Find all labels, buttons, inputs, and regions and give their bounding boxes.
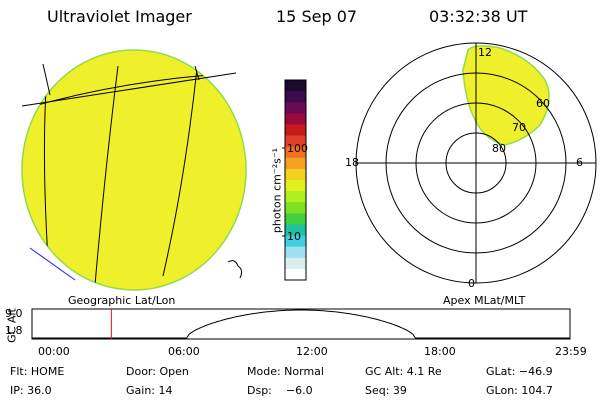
mlt-label-12: 12 [478, 46, 492, 59]
colorbar-frame [284, 79, 307, 281]
lat-label-60: 60 [536, 97, 550, 110]
colorbar-swatch [285, 157, 306, 170]
coastline-outline [227, 260, 243, 279]
xtick-1200: 12:00 [296, 345, 328, 358]
altitude-plot [31, 308, 571, 340]
colorbar-swatch [285, 124, 306, 137]
time-label: 03:32:38 UT [429, 7, 528, 26]
coastline [29, 247, 76, 281]
colorbar [284, 79, 307, 281]
mlt-label-18: 18 [345, 156, 359, 169]
instrument-title: Ultraviolet Imager [47, 7, 192, 26]
date-label: 15 Sep 07 [276, 7, 358, 26]
latitude-line [21, 72, 237, 107]
colorbar-swatch [285, 202, 306, 214]
colorbar-swatch [285, 135, 306, 148]
mode-status: Mode: Normal [247, 365, 324, 378]
colorbar-swatch [285, 180, 306, 192]
dsp-status: Dsp: −6.0 [247, 384, 313, 397]
door-status: Door: Open [126, 365, 189, 378]
xtick-2359: 23:59 [555, 345, 587, 358]
apex-caption: Apex MLat/MLT [443, 294, 526, 307]
polar-coverage-region [462, 45, 550, 146]
colorbar-label: photon cm⁻²s⁻¹ [270, 147, 284, 234]
lat-label-70: 70 [512, 121, 526, 134]
colorbar-swatch [285, 191, 306, 203]
colorbar-swatch [285, 213, 306, 225]
colorbar-swatch [285, 102, 306, 114]
colorbar-swatch [285, 146, 306, 159]
colorbar-tick-10: 10 [287, 230, 301, 243]
lat-label-80: 80 [492, 142, 506, 155]
colorbar-tick-100: 100 [287, 142, 308, 155]
seq-status: Seq: 39 [365, 384, 407, 397]
colorbar-swatch [285, 80, 306, 92]
altitude-curve [32, 309, 570, 339]
ip-status: IP: 36.0 [10, 384, 52, 397]
colorbar-swatch [285, 168, 306, 181]
altitude-ytick-top: 9.0 [5, 307, 23, 320]
gain-status: Gain: 14 [126, 384, 173, 397]
altitude-ytick-bottom: 1.8 [5, 324, 23, 337]
colorbar-swatch [285, 246, 306, 259]
geographic-disk [21, 49, 247, 291]
gc-alt-status: GC Alt: 4.1 Re [365, 365, 442, 378]
glat-status: GLat: −46.9 [486, 365, 553, 378]
mlt-label-6: 6 [576, 156, 583, 169]
colorbar-swatch [285, 268, 306, 281]
xtick-1800: 18:00 [424, 345, 456, 358]
meridian-line [194, 65, 200, 81]
xtick-0600: 06:00 [168, 345, 200, 358]
mlt-label-0: 0 [468, 277, 475, 290]
geographic-caption: Geographic Lat/Lon [68, 294, 176, 307]
colorbar-swatch [285, 113, 306, 125]
xtick-0000: 00:00 [38, 345, 70, 358]
polar-plot [355, 42, 597, 284]
glon-status: GLon: 104.7 [486, 384, 553, 397]
colorbar-swatch [285, 257, 306, 270]
colorbar-swatch [285, 224, 306, 237]
colorbar-swatch [285, 91, 306, 103]
colorbar-swatch [285, 235, 306, 248]
meridian-line [42, 63, 51, 96]
flight-status: Flt: HOME [10, 365, 65, 378]
meridian-line [162, 67, 198, 277]
